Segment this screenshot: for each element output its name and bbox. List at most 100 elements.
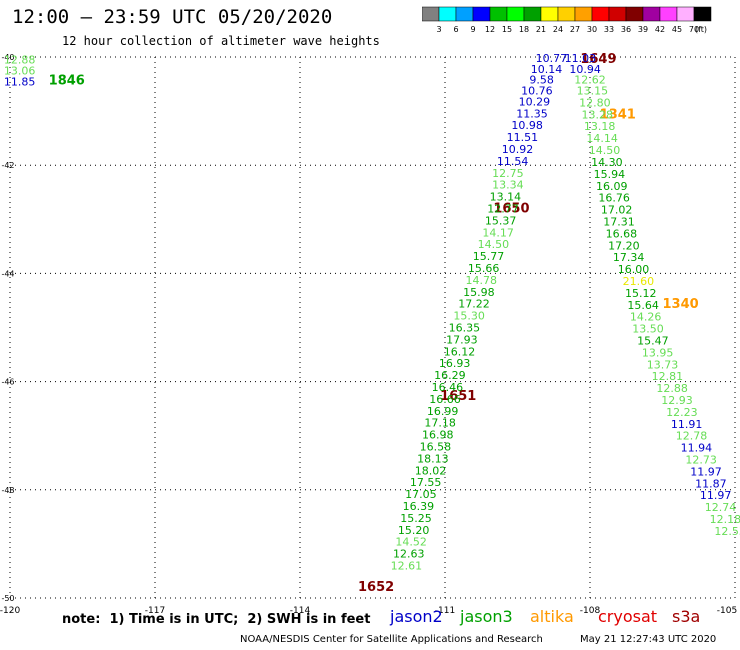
x-tick-label: -111 — [435, 606, 455, 616]
wave-height-value: 10.77 — [536, 52, 568, 65]
wave-height-value: 14.26 — [630, 311, 662, 324]
y-tick-label: -40 — [1, 53, 14, 62]
wave-height-value: 21.60 — [623, 275, 655, 288]
wave-height-value: 11.03 — [565, 52, 597, 65]
wave-height-value: 16.68 — [606, 227, 638, 240]
colorbar-label: 39 — [638, 25, 648, 34]
colorbar-label: 36 — [621, 25, 631, 34]
wave-height-value: 17.22 — [458, 298, 490, 311]
wave-height-value: 14.52 — [395, 536, 427, 549]
credit-line: NOAA/NESDIS Center for Satellite Applica… — [240, 634, 543, 645]
wave-height-value: 16.76 — [598, 192, 630, 205]
wave-height-value: 12.61 — [391, 560, 423, 573]
wave-height-value: 13.06 — [4, 65, 36, 78]
wave-height-value: 16.12 — [444, 345, 476, 358]
wave-height-value: 17.31 — [603, 215, 635, 228]
wave-height-value: 16.66 — [429, 393, 461, 406]
y-tick-label: -44 — [1, 269, 14, 278]
wave-height-value: 12.77 — [487, 202, 519, 215]
y-tick-label: -46 — [1, 378, 14, 387]
wave-height-value: 11.97 — [690, 465, 722, 478]
wave-height-value: 16.39 — [403, 500, 435, 513]
wave-height-value: 11.54 — [497, 155, 529, 168]
x-tick-label: -108 — [580, 606, 601, 616]
satellite-legend-cryosat: cryosat — [598, 607, 658, 626]
wave-height-value: 16.00 — [618, 263, 650, 276]
colorbar-label: 3 — [436, 25, 441, 34]
footnote: note: 1) Time is in UTC; 2) SWH is in fe… — [62, 612, 371, 627]
colorbar-label: 15 — [502, 25, 512, 34]
wave-height-value: 11.85 — [4, 75, 36, 88]
time-label: 1652 — [358, 580, 394, 595]
wave-height-value: 11.51 — [507, 131, 539, 144]
satellite-legend-altika: altika — [530, 607, 574, 626]
wave-height-value: 15.66 — [468, 262, 500, 275]
colorbar-label: 6 — [453, 25, 458, 34]
wave-height-value: 14.50 — [478, 238, 510, 251]
colorbar-label: 42 — [655, 25, 665, 34]
colorbar-label: 27 — [570, 25, 580, 34]
time-label: 1340 — [663, 297, 699, 312]
wave-height-value: 16.58 — [420, 441, 452, 454]
time-label: 1651 — [440, 389, 476, 404]
wave-height-value: 17.20 — [608, 239, 640, 252]
wave-height-value: 14.50 — [589, 144, 621, 157]
wave-height-value: 13.95 — [642, 346, 674, 359]
wave-height-value: 16.09 — [596, 180, 628, 193]
colorbar-label: 30 — [587, 25, 597, 34]
x-tick-label: -105 — [717, 606, 737, 616]
wave-height-value: 16.98 — [422, 429, 454, 442]
wave-height-value: 17.05 — [405, 488, 437, 501]
map-title: 12:00 – 23:59 UTC 05/20/2020 — [12, 6, 333, 28]
wave-height-value: 17.93 — [446, 333, 478, 346]
colorbar-label: 18 — [519, 25, 529, 34]
generated-timestamp: May 21 12:27:43 UTC 2020 — [580, 634, 717, 645]
wave-height-value: 10.76 — [521, 85, 553, 98]
wave-height-value: 13.73 — [647, 358, 679, 371]
wave-height-value: 17.02 — [601, 204, 633, 217]
wave-height-value: 16.99 — [427, 405, 459, 418]
wave-height-value: 10.14 — [531, 63, 563, 76]
wave-height-value: 12.23 — [666, 406, 698, 419]
colorbar-label: 9 — [470, 25, 475, 34]
wave-height-value: 12.78 — [676, 430, 708, 443]
wave-height-value: 12.62 — [574, 74, 606, 87]
wave-height-value: 16.35 — [449, 322, 481, 335]
wave-height-value: 15.47 — [637, 334, 669, 347]
wave-height-value: 13.28 — [582, 108, 614, 121]
wave-height-value: 15.94 — [594, 168, 626, 181]
wave-height-value: 14.30 — [591, 156, 623, 169]
wave-height-value: 17.55 — [410, 476, 442, 489]
wave-height-value: 13.14 — [490, 191, 522, 204]
wave-height-value: 18.02 — [415, 464, 447, 477]
colorbar-label: 21 — [536, 25, 546, 34]
wave-height-value: 17.18 — [424, 417, 456, 430]
colorbar-label: 45 — [672, 25, 682, 34]
wave-height-value: 10.98 — [511, 119, 543, 132]
wave-height-value: 10.92 — [502, 143, 534, 156]
colorbar-label: 33 — [604, 25, 614, 34]
wave-height-value: 11.94 — [681, 442, 713, 455]
wave-height-value: 12.81 — [652, 370, 684, 383]
time-label: 1650 — [493, 201, 529, 216]
wave-height-value: 15.20 — [398, 524, 430, 537]
satellite-legend-jason2: jason2 — [390, 607, 443, 626]
color-scale-legend: 3 6 9 12 15 18 21 24 27 30 33 36 39 42 45 70(ft) — [422, 6, 712, 34]
time-label: 1846 — [49, 74, 85, 89]
wave-height-value: 15.64 — [627, 299, 659, 312]
wave-height-value: 18.13 — [417, 452, 449, 465]
wave-height-value: 12.73 — [685, 454, 717, 467]
y-tick-label: -48 — [1, 486, 14, 495]
satellite-legend-s3a: s3a — [672, 607, 701, 626]
wave-height-value: 12.88 — [4, 54, 36, 67]
wave-height-value: 11.35 — [516, 107, 548, 120]
wave-height-value: 16.46 — [432, 381, 464, 394]
x-tick-label: -117 — [145, 606, 165, 616]
wave-height-value: 12.74 — [705, 501, 737, 514]
y-tick-label: -42 — [1, 161, 14, 170]
wave-height-value: 9.58 — [529, 74, 554, 87]
wave-height-value: 13.18 — [584, 120, 616, 133]
wave-height-value: 13.34 — [492, 179, 524, 192]
wave-height-value: 12.80 — [579, 96, 611, 109]
